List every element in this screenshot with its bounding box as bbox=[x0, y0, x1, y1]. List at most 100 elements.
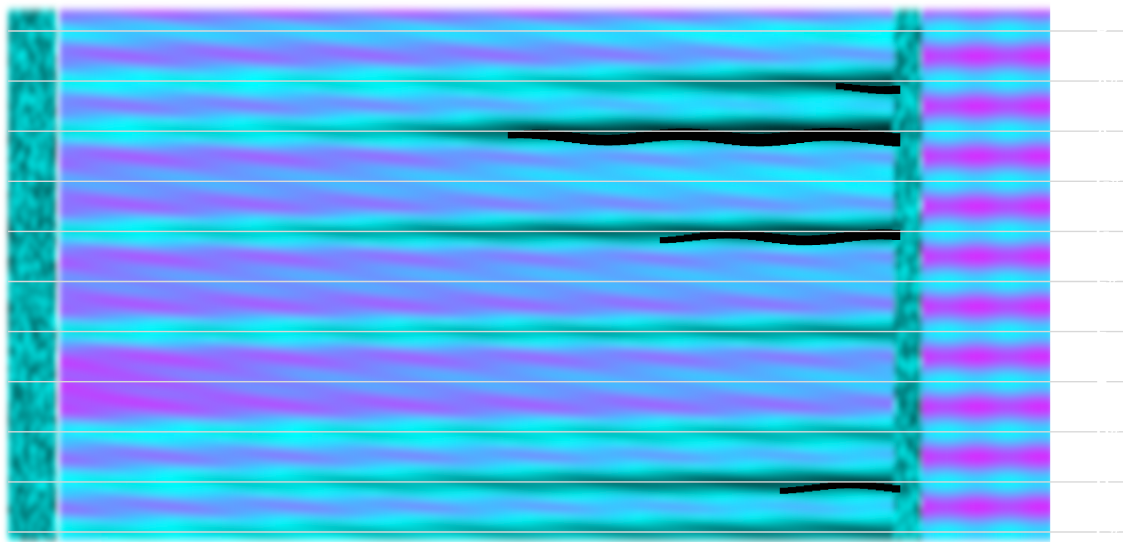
heatmap-cell bbox=[77, 85, 85, 91]
heatmap-cell bbox=[125, 125, 133, 131]
heatmap-cell bbox=[353, 40, 361, 46]
heatmap-cell bbox=[353, 65, 361, 71]
heatmap-cell bbox=[353, 135, 361, 141]
heatmap-cell bbox=[449, 115, 457, 121]
heatmap-cell bbox=[59, 145, 67, 151]
heatmap-cell bbox=[281, 70, 289, 76]
heatmap-cell bbox=[353, 75, 361, 81]
heatmap-cell bbox=[209, 115, 217, 121]
heatmap-cell bbox=[533, 85, 541, 91]
heatmap-cell bbox=[665, 180, 673, 186]
heatmap-cell bbox=[353, 115, 361, 121]
heatmap-cell bbox=[329, 165, 337, 171]
heatmap-cell bbox=[245, 180, 253, 186]
heatmap-cell bbox=[749, 115, 757, 121]
heatmap-cell bbox=[371, 185, 379, 191]
heatmap-cell bbox=[413, 110, 421, 116]
heatmap-cell bbox=[683, 40, 691, 46]
heatmap-cell bbox=[257, 105, 265, 111]
heatmap-cell bbox=[617, 95, 625, 101]
heatmap-cell bbox=[617, 10, 625, 16]
heatmap-cell bbox=[407, 125, 415, 131]
heatmap-cell bbox=[605, 55, 613, 61]
heatmap-cell bbox=[275, 115, 283, 121]
heatmap-cell bbox=[833, 160, 841, 166]
heatmap-cell bbox=[815, 105, 823, 111]
heatmap-cell bbox=[299, 60, 307, 66]
heatmap-cell bbox=[845, 160, 853, 166]
heatmap-cell bbox=[629, 170, 637, 176]
heatmap-cell bbox=[659, 85, 667, 91]
heatmap-cell bbox=[797, 30, 805, 36]
heatmap-cell bbox=[161, 155, 169, 161]
heatmap-cell bbox=[389, 110, 397, 116]
heatmap-cell bbox=[179, 60, 187, 66]
heatmap-cell bbox=[749, 40, 757, 46]
heatmap-cell bbox=[689, 65, 697, 71]
heatmap-cell bbox=[371, 65, 379, 71]
heatmap-cell bbox=[869, 40, 877, 46]
heatmap-cell bbox=[785, 165, 793, 171]
heatmap-cell bbox=[281, 40, 289, 46]
heatmap-cell bbox=[767, 10, 775, 16]
heatmap-cell bbox=[743, 170, 751, 176]
heatmap-cell bbox=[275, 125, 283, 131]
heatmap-cell bbox=[581, 25, 589, 31]
heatmap-cell bbox=[143, 100, 151, 106]
heatmap-cell bbox=[473, 100, 481, 106]
heatmap-cell bbox=[593, 125, 601, 131]
heatmap-cell bbox=[437, 145, 445, 151]
heatmap-cell bbox=[623, 170, 631, 176]
heatmap-cell bbox=[263, 55, 271, 61]
heatmap-cell bbox=[875, 35, 883, 41]
heatmap-cell bbox=[461, 120, 469, 126]
heatmap-cell bbox=[737, 65, 745, 71]
heatmap-cell bbox=[383, 60, 391, 66]
heatmap-cell bbox=[689, 40, 697, 46]
heatmap-cell bbox=[563, 40, 571, 46]
heatmap-cell bbox=[305, 145, 313, 151]
heatmap-cell bbox=[245, 130, 253, 136]
heatmap-cell bbox=[659, 180, 667, 186]
heatmap-cell bbox=[701, 10, 709, 16]
heatmap-cell bbox=[815, 160, 823, 166]
heatmap-cell bbox=[395, 95, 403, 101]
heatmap-cell bbox=[191, 165, 199, 171]
heatmap-cell bbox=[785, 115, 793, 121]
heatmap-cell bbox=[761, 75, 769, 81]
heatmap-cell bbox=[587, 145, 595, 151]
heatmap-cell bbox=[131, 105, 139, 111]
heatmap-cell bbox=[371, 145, 379, 151]
heatmap-cell bbox=[167, 125, 175, 131]
heatmap-cell bbox=[401, 20, 409, 26]
heatmap-cell bbox=[827, 110, 835, 116]
heatmap-cell bbox=[335, 65, 343, 71]
heatmap-cell bbox=[509, 90, 517, 96]
heatmap-cell bbox=[689, 35, 697, 41]
heatmap-cell bbox=[809, 150, 817, 156]
heatmap-cell bbox=[539, 110, 547, 116]
heatmap-cell bbox=[677, 30, 685, 36]
heatmap-cell bbox=[455, 110, 463, 116]
heatmap-cell bbox=[749, 25, 757, 31]
heatmap-cell bbox=[347, 75, 355, 81]
heatmap-cell bbox=[323, 145, 331, 151]
heatmap-cell bbox=[83, 175, 91, 181]
heatmap-cell bbox=[671, 115, 679, 121]
heatmap-cell bbox=[557, 55, 565, 61]
heatmap-cell bbox=[473, 45, 481, 51]
heatmap-cell bbox=[197, 25, 205, 31]
heatmap-cell bbox=[491, 150, 499, 156]
heatmap-cell bbox=[557, 180, 565, 186]
heatmap-cell bbox=[557, 35, 565, 41]
heatmap-cell bbox=[635, 35, 643, 41]
heatmap-cell bbox=[65, 100, 73, 106]
heatmap-cell bbox=[515, 175, 523, 181]
heatmap-cell bbox=[59, 60, 67, 66]
heatmap-cell bbox=[197, 75, 205, 81]
heatmap-cell bbox=[623, 115, 631, 121]
heatmap-cell bbox=[581, 185, 589, 191]
heatmap-cell bbox=[641, 185, 649, 191]
heatmap-cell bbox=[215, 65, 223, 71]
heatmap-cell bbox=[113, 165, 121, 171]
